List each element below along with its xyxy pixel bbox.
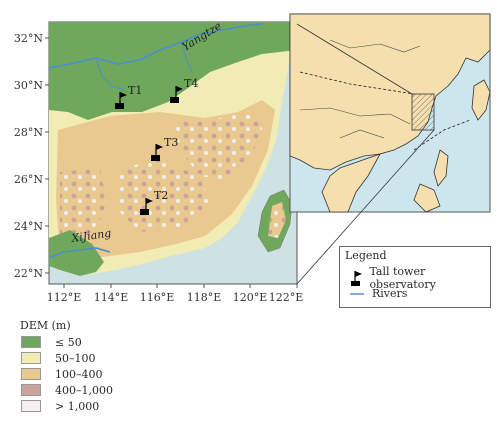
lat-tick-label: 28°N	[14, 126, 43, 139]
yangtze-river	[48, 23, 263, 69]
lon-tick-label: 112°E	[47, 291, 82, 304]
dem-label: 100–400	[55, 367, 103, 381]
xijiang-label: XiJiang	[70, 227, 112, 246]
inset-dashed-boundary-sea	[413, 119, 471, 151]
river-line-icon	[350, 292, 364, 295]
dem-legend-item: 50–100	[21, 351, 96, 365]
dem-legend-item: 400–1,000	[21, 383, 113, 397]
legend-row-tower: Tall tower observatory	[350, 265, 490, 291]
inset-legend: Legend Tall tower observatory Rivers	[339, 246, 491, 308]
lat-tick-label: 26°N	[14, 173, 43, 186]
dem-legend-item: 100–400	[21, 367, 103, 381]
dem-swatch	[21, 400, 41, 412]
station-t2-label: T2	[154, 189, 168, 202]
main-map: Yangtze XiJiang T1 T4 T3 T2	[48, 19, 298, 285]
dem-swatch	[21, 336, 41, 348]
lon-tick-label: 120°E	[233, 291, 268, 304]
connector-line-top	[296, 23, 413, 95]
dem-swatch	[21, 384, 41, 396]
dem-legend-title: DEM (m)	[20, 319, 71, 332]
legend-row-rivers: Rivers	[350, 287, 407, 300]
station-t3-label: T3	[164, 136, 178, 149]
inset-land	[289, 13, 491, 171]
dem-label: > 1,000	[55, 399, 100, 413]
lat-axis: 32°N 30°N 28°N 26°N 24°N 22°N	[14, 32, 49, 280]
land-mountains-west	[60, 168, 108, 240]
station-t4-label: T4	[184, 77, 198, 90]
lat-tick-label: 24°N	[14, 220, 43, 233]
dem-swatch	[21, 368, 41, 380]
station-t4: T4	[170, 77, 198, 103]
river-tributary-1	[95, 57, 125, 91]
station-t1: T1	[115, 84, 142, 109]
lon-tick-label: 122°E	[269, 291, 304, 304]
dem-label: 400–1,000	[55, 383, 113, 397]
dem-label: ≤ 50	[55, 335, 82, 349]
station-t1-label: T1	[128, 84, 142, 97]
land-mountains-north	[175, 112, 262, 180]
tower-flag-icon	[351, 271, 362, 286]
station-t2: T2	[140, 189, 168, 215]
taiwan-mountains	[268, 202, 286, 238]
river-tributary-2	[181, 41, 193, 73]
inset-borneo	[413, 183, 441, 213]
legend-tower-label: Tall tower observatory	[369, 265, 436, 291]
inset-borders	[299, 39, 421, 139]
inset-philippines	[433, 149, 449, 187]
station-t3: T3	[151, 136, 178, 161]
connector-line-bottom	[296, 129, 435, 285]
xijiang-river	[48, 247, 111, 259]
lat-tick-label: 30°N	[14, 79, 43, 92]
lat-tick-label: 22°N	[14, 267, 43, 280]
lon-tick-label: 118°E	[187, 291, 222, 304]
land-plains-south	[49, 230, 104, 276]
dem-swatch	[21, 352, 41, 364]
lon-tick-label: 114°E	[94, 291, 129, 304]
inset-japan	[471, 79, 491, 121]
dem-label: 50–100	[55, 351, 96, 365]
dem-legend-item: > 1,000	[21, 399, 100, 413]
inset-indochina	[321, 153, 381, 213]
lon-tick-label: 116°E	[140, 291, 175, 304]
study-area-box	[411, 93, 435, 131]
land-plains-north	[49, 22, 297, 120]
lon-axis: 112°E 114°E 116°E 118°E 120°E 122°E	[47, 284, 304, 304]
legend-river-label: Rivers	[372, 287, 408, 300]
dem-legend-item: ≤ 50	[21, 335, 82, 349]
lat-tick-label: 32°N	[14, 32, 43, 45]
legend-title: Legend	[345, 249, 387, 262]
inset-dashed-boundary	[299, 71, 415, 95]
inset-map	[289, 13, 491, 213]
